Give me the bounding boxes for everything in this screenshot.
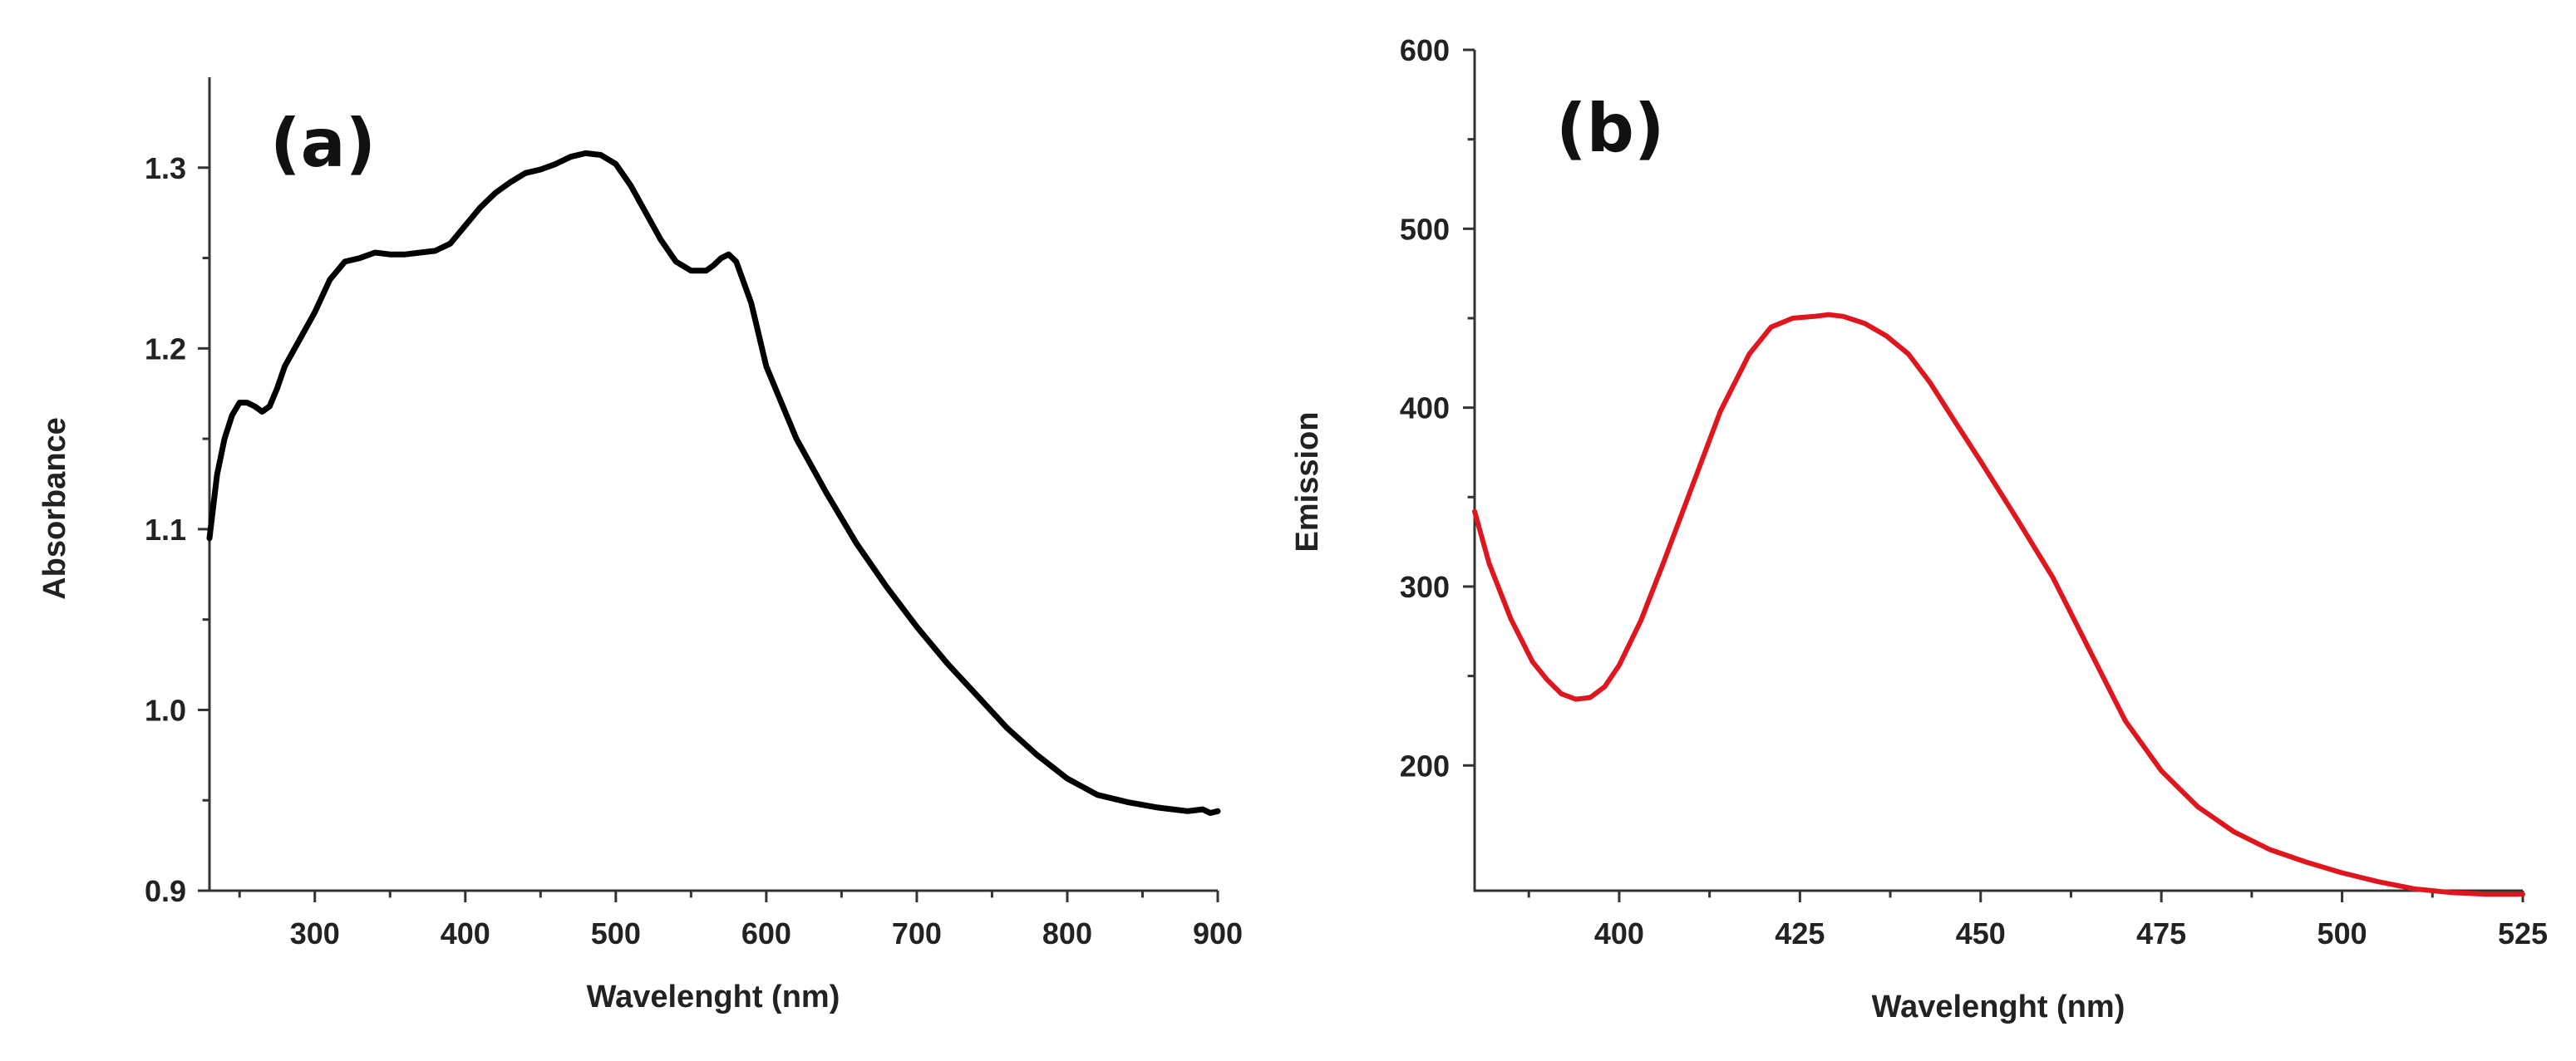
x-tick-label: 800: [1042, 916, 1092, 950]
x-tick-label: 700: [892, 916, 942, 950]
x-axis-title-a: Wavelenght (nm): [587, 980, 840, 1014]
x-tick-label: 500: [591, 916, 641, 950]
y-tick-label: 1.3: [145, 151, 186, 185]
x-tick-label: 400: [441, 916, 490, 950]
series-line-b: [1472, 312, 2525, 897]
y-tick-label: 1.1: [145, 513, 186, 547]
y-tick-label: 400: [1400, 391, 1450, 425]
y-tick-label: 0.9: [145, 874, 186, 908]
x-tick-label: 425: [1775, 916, 1825, 950]
x-tick-label: 400: [1594, 916, 1644, 950]
axis-lines-b: [1473, 50, 2523, 892]
x-tick-label: 600: [741, 916, 791, 950]
y-axis-title-a: Absorbance: [37, 417, 72, 600]
panel-label-a: (a): [270, 105, 376, 182]
chart-b-emission: 400 425 450 475 500 525 200 300 400 500 600 Wavelen…: [1290, 33, 2548, 1024]
y-tick-label: 300: [1400, 570, 1450, 604]
y-tick-label: 600: [1400, 33, 1450, 67]
x-tick-label: 500: [2317, 916, 2367, 950]
x-tick-label: 475: [2136, 916, 2186, 950]
chart-a-absorbance: 300 400 500 600 700 800 900 0.9 1.0 1.1 1.2 1.3 Wave…: [37, 77, 1243, 1014]
y-tick-label: 500: [1400, 212, 1450, 246]
x-tick-label: 450: [1956, 916, 2006, 950]
x-tick-label: 900: [1193, 916, 1243, 950]
y-tick-label: 1.0: [145, 693, 186, 727]
axis-lines-a: [208, 77, 1218, 892]
x-tick-label: 300: [290, 916, 340, 950]
series-line-a: [206, 150, 1221, 816]
x-tick-label: 525: [2498, 916, 2548, 950]
panel-label-b: (b): [1556, 90, 1664, 167]
y-tick-label: 200: [1400, 749, 1450, 783]
x-axis-title-b: Wavelenght (nm): [1872, 990, 2125, 1024]
y-axis-title-b: Emission: [1290, 412, 1325, 553]
y-tick-label: 1.2: [145, 332, 186, 366]
